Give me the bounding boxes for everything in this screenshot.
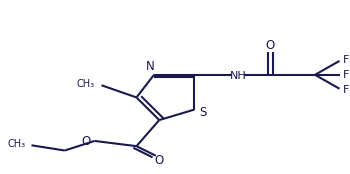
- Text: F: F: [343, 70, 349, 80]
- Text: O: O: [154, 155, 163, 167]
- Text: O: O: [266, 39, 275, 52]
- Text: CH₃: CH₃: [76, 79, 94, 89]
- Text: F: F: [343, 85, 349, 95]
- Text: S: S: [199, 106, 207, 119]
- Text: NH: NH: [230, 71, 246, 81]
- Text: CH₃: CH₃: [7, 139, 25, 149]
- Text: N: N: [146, 61, 155, 73]
- Text: O: O: [82, 135, 91, 148]
- Text: F: F: [343, 55, 349, 65]
